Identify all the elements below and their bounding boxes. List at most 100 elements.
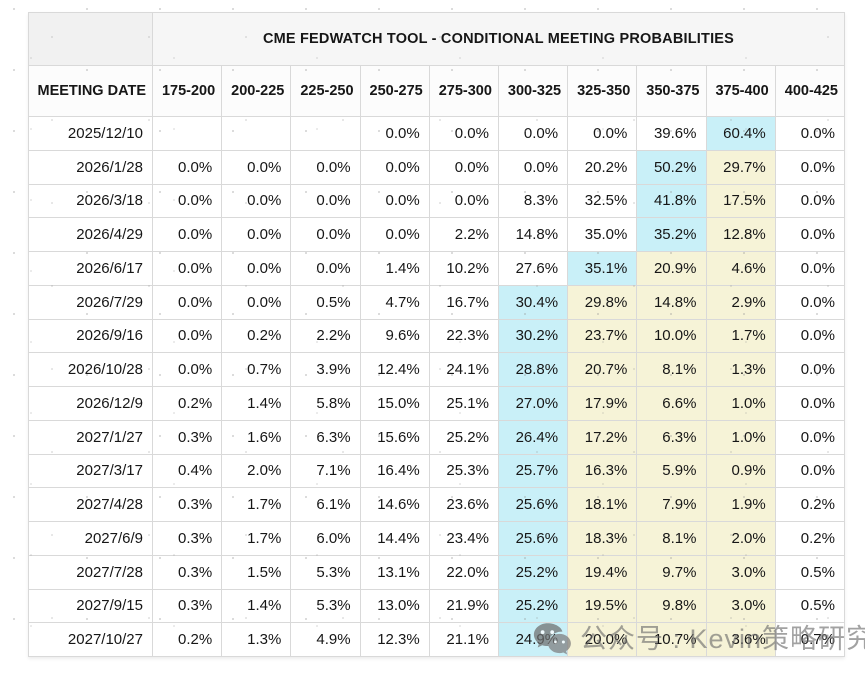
prob-cell: 6.6% — [636, 386, 707, 421]
prob-cell: 18.3% — [567, 521, 638, 556]
prob-cell: 0.0% — [774, 386, 846, 421]
prob-cell: 0.3% — [151, 487, 223, 522]
meeting-date-cell: 2025/12/10 — [28, 116, 153, 151]
title-row: CME FEDWATCH TOOL - CONDITIONAL MEETING … — [28, 12, 845, 66]
prob-cell: 0.2% — [221, 318, 292, 354]
prob-cell: 19.4% — [567, 554, 638, 590]
table-row: 2025/12/10 0.0% 0.0% 0.0% 0.0% 39.6% 60.4% 0.0% — [28, 116, 846, 151]
prob-cell: 1.4% — [359, 251, 430, 286]
prob-cell: 0.0% — [428, 116, 499, 151]
prob-cell: 17.9% — [567, 386, 638, 421]
prob-cell: 1.4% — [221, 386, 292, 421]
prob-cell: 0.5% — [774, 588, 846, 624]
prob-cell: 2.2% — [428, 217, 499, 252]
prob-cell: 0.0% — [221, 217, 292, 252]
prob-cell: 25.2% — [428, 419, 499, 455]
rate-range-header: 375-400 — [705, 65, 776, 117]
prob-cell: 9.7% — [636, 554, 707, 590]
prob-cell: 1.4% — [221, 588, 292, 624]
prob-cell: 0.0% — [221, 251, 292, 286]
prob-cell: 10.7% — [636, 622, 707, 657]
meeting-date-cell: 2027/10/27 — [28, 622, 153, 657]
prob-cell: 25.6% — [497, 521, 569, 556]
meeting-date-cell: 2026/1/28 — [28, 149, 153, 185]
prob-cell: 9.6% — [359, 318, 430, 354]
prob-cell: 41.8% — [636, 183, 707, 219]
prob-cell: 13.1% — [359, 554, 430, 590]
prob-cell: 3.9% — [290, 352, 361, 387]
table-row: 2027/9/15 0.3% 1.4% 5.3% 13.0% 21.9% 25.2% 19.5… — [28, 588, 846, 624]
prob-cell: 29.7% — [705, 149, 776, 185]
prob-cell: 8.1% — [636, 352, 707, 387]
prob-cell: 32.5% — [567, 183, 638, 219]
prob-cell: 25.1% — [428, 386, 499, 421]
meeting-date-cell: 2026/4/29 — [28, 217, 153, 252]
prob-cell: 12.4% — [359, 352, 430, 387]
prob-cell: 60.4% — [705, 116, 776, 151]
meeting-date-cell: 2027/6/9 — [28, 521, 153, 556]
prob-cell: 0.0% — [774, 116, 846, 151]
prob-cell: 8.1% — [636, 521, 707, 556]
prob-cell: 0.0% — [290, 251, 361, 286]
table-row: 2027/1/27 0.3% 1.6% 6.3% 15.6% 25.2% 26.4% 17.2… — [28, 419, 846, 455]
prob-cell: 0.0% — [497, 116, 569, 151]
prob-cell: 5.3% — [290, 554, 361, 590]
meeting-date-cell: 2026/12/9 — [28, 386, 153, 421]
table-row: 2026/3/18 0.0% 0.0% 0.0% 0.0% 0.0% 8.3% 32.5% 41… — [28, 183, 846, 219]
prob-cell: 0.0% — [290, 149, 361, 185]
table-row: 2027/4/28 0.3% 1.7% 6.1% 14.6% 23.6% 25.6% 18.1… — [28, 487, 846, 522]
prob-cell: 0.0% — [774, 183, 846, 219]
prob-cell: 1.7% — [221, 487, 292, 522]
prob-cell: 20.0% — [567, 622, 638, 657]
prob-cell: 6.0% — [290, 521, 361, 556]
prob-cell: 25.6% — [497, 487, 569, 522]
prob-cell: 4.6% — [705, 251, 776, 286]
prob-cell: 0.0% — [359, 149, 430, 185]
meeting-date-cell: 2027/3/17 — [28, 453, 153, 489]
meeting-date-cell: 2027/1/27 — [28, 419, 153, 455]
prob-cell: 0.0% — [774, 284, 846, 320]
prob-cell: 35.1% — [567, 251, 638, 286]
table-row: 2026/7/29 0.0% 0.0% 0.5% 4.7% 16.7% 30.4% 29.8%… — [28, 284, 846, 320]
prob-cell: 16.7% — [428, 284, 499, 320]
prob-cell: 20.7% — [567, 352, 638, 387]
prob-cell: 26.4% — [497, 419, 569, 455]
meeting-date-cell: 2026/7/29 — [28, 284, 153, 320]
prob-cell: 7.1% — [290, 453, 361, 489]
prob-cell: 0.0% — [774, 149, 846, 185]
prob-cell: 23.7% — [567, 318, 638, 354]
table-title: CME FEDWATCH TOOL - CONDITIONAL MEETING … — [152, 12, 845, 66]
prob-cell: 30.4% — [497, 284, 569, 320]
prob-cell: 0.0% — [221, 284, 292, 320]
rate-range-header: 200-225 — [221, 65, 292, 117]
prob-cell: 10.0% — [636, 318, 707, 354]
prob-cell: 1.9% — [705, 487, 776, 522]
prob-cell: 20.2% — [567, 149, 638, 185]
prob-cell: 2.9% — [705, 284, 776, 320]
prob-cell: 9.8% — [636, 588, 707, 624]
prob-cell: 7.9% — [636, 487, 707, 522]
prob-cell: 0.0% — [774, 318, 846, 354]
prob-cell: 0.0% — [774, 352, 846, 387]
prob-cell: 16.4% — [359, 453, 430, 489]
table-row: 2027/10/27 0.2% 1.3% 4.9% 12.3% 21.1% 24.9% 20.… — [28, 622, 846, 657]
prob-cell: 0.0% — [290, 183, 361, 219]
prob-cell — [290, 116, 361, 151]
prob-cell: 0.9% — [705, 453, 776, 489]
prob-cell: 0.0% — [359, 116, 430, 151]
prob-cell: 22.3% — [428, 318, 499, 354]
prob-cell: 0.2% — [151, 622, 223, 657]
prob-cell: 6.3% — [636, 419, 707, 455]
prob-cell: 22.0% — [428, 554, 499, 590]
prob-cell: 35.0% — [567, 217, 638, 252]
prob-cell: 0.4% — [151, 453, 223, 489]
meeting-date-cell: 2026/10/28 — [28, 352, 153, 387]
prob-cell: 18.1% — [567, 487, 638, 522]
prob-cell: 8.3% — [497, 183, 569, 219]
prob-cell: 0.3% — [151, 521, 223, 556]
prob-cell: 1.6% — [221, 419, 292, 455]
prob-cell: 0.0% — [428, 149, 499, 185]
prob-cell: 39.6% — [636, 116, 707, 151]
prob-cell: 13.0% — [359, 588, 430, 624]
